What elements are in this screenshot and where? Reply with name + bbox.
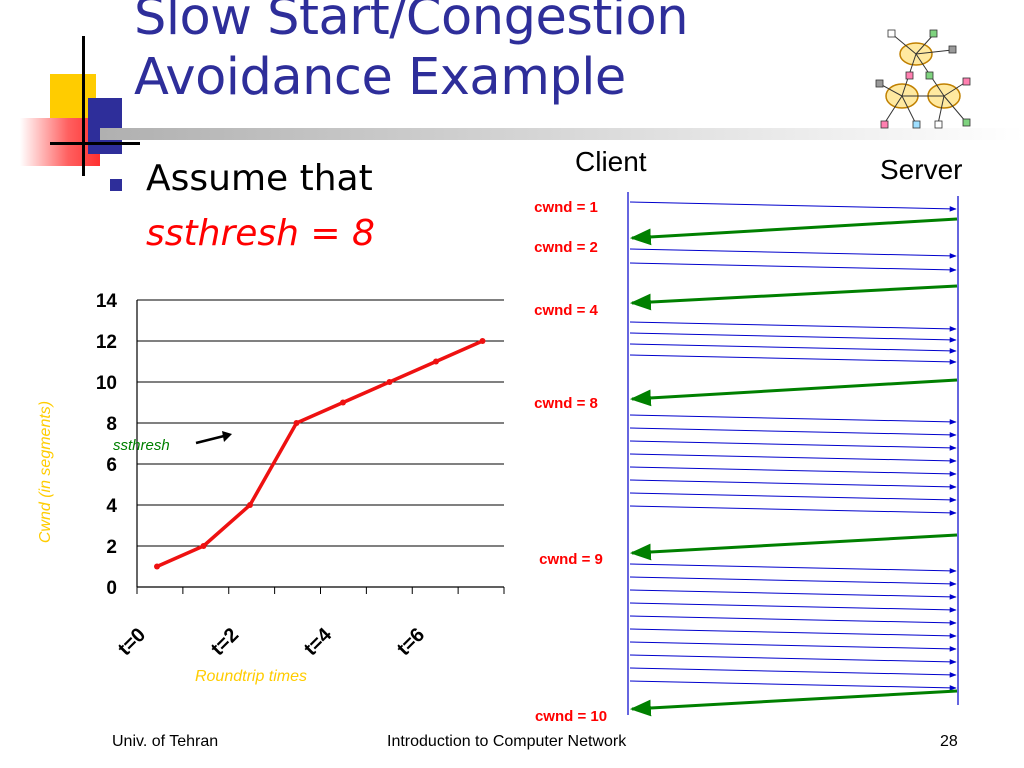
y-tick-label: 14 bbox=[96, 291, 118, 312]
bullet-marker bbox=[110, 179, 122, 191]
cwnd-data-point bbox=[200, 543, 207, 549]
server-label: Server bbox=[880, 154, 963, 185]
footer-center: Introduction to Computer Network bbox=[387, 733, 627, 750]
data-segment-arrow bbox=[629, 641, 957, 652]
footer-left: Univ. of Tehran bbox=[112, 733, 219, 750]
data-segment-arrow bbox=[629, 248, 957, 259]
data-segment-arrow bbox=[629, 453, 957, 464]
data-segment-arrow bbox=[629, 563, 957, 574]
network-cloud-icon bbox=[875, 29, 971, 129]
x-axis-label: Roundtrip times bbox=[195, 668, 307, 685]
ack-arrow bbox=[629, 284, 958, 311]
ssthresh-annotation: ssthresh bbox=[113, 437, 170, 454]
bullet-text: Assume that bbox=[146, 158, 373, 199]
data-segment-arrow bbox=[629, 440, 957, 451]
cwnd-label: cwnd = 10 bbox=[535, 708, 607, 725]
ack-arrow bbox=[629, 533, 958, 561]
client-label: Client bbox=[575, 146, 647, 177]
data-segment-arrow bbox=[629, 262, 957, 273]
slide-title-line2: Avoidance Example bbox=[134, 48, 626, 107]
x-tick-label: t=0 bbox=[114, 624, 150, 660]
data-segment-arrow bbox=[629, 492, 957, 503]
bullet-ssthresh: ssthresh = 8 bbox=[146, 213, 375, 254]
data-segment-arrow bbox=[629, 427, 957, 438]
cwnd-data-point bbox=[479, 338, 486, 344]
decor-horizontal-line bbox=[50, 142, 140, 145]
x-tick-label: t=6 bbox=[393, 624, 429, 660]
cwnd-series-line bbox=[156, 339, 484, 569]
slide-title-line1: Slow Start/Congestion bbox=[134, 0, 689, 47]
data-segment-arrow bbox=[629, 332, 957, 343]
x-tick-label: t=4 bbox=[300, 623, 337, 660]
data-segment-arrow bbox=[629, 576, 957, 587]
data-segment-arrow bbox=[629, 321, 957, 332]
cwnd-data-point bbox=[154, 563, 160, 570]
ssthresh-arrowhead bbox=[222, 431, 232, 442]
data-segment-arrow bbox=[629, 466, 957, 477]
cwnd-data-point bbox=[293, 420, 300, 426]
cwnd-label: cwnd = 8 bbox=[534, 395, 598, 412]
y-axis-label: Cwnd (in segments) bbox=[37, 401, 54, 543]
cwnd-label: cwnd = 9 bbox=[539, 551, 603, 568]
decor-vertical-line bbox=[82, 36, 85, 176]
cwnd-chart: 0 2 4 6 8 10 12 14 t=0 t=2 t=4 t=6 Roundtrip times Cw… bbox=[37, 291, 505, 685]
decor-blue-square bbox=[88, 98, 122, 154]
data-segment-arrow bbox=[629, 654, 957, 665]
y-tick-label: 12 bbox=[96, 332, 117, 353]
data-segment-arrow bbox=[629, 602, 957, 613]
data-segment-arrow bbox=[629, 628, 957, 639]
y-tick-label: 2 bbox=[106, 537, 117, 558]
cwnd-data-point bbox=[433, 358, 439, 365]
cwnd-label: cwnd = 4 bbox=[534, 302, 598, 319]
ssthresh-arrow bbox=[195, 434, 225, 445]
ack-arrow bbox=[629, 378, 958, 407]
data-segment-arrow bbox=[629, 505, 957, 516]
data-segment-arrow bbox=[629, 680, 957, 691]
footer-page-number: 28 bbox=[940, 733, 958, 750]
data-segment-arrow bbox=[629, 201, 957, 212]
data-segment-arrow bbox=[629, 667, 957, 678]
y-tick-label: 0 bbox=[106, 578, 117, 599]
cwnd-data-point bbox=[247, 502, 253, 508]
y-tick-label: 8 bbox=[106, 414, 117, 435]
y-tick-label: 10 bbox=[96, 373, 117, 394]
data-segment-arrow bbox=[629, 414, 957, 425]
data-segment-arrow bbox=[629, 354, 957, 365]
slide-title: Slow Start/Congestion Avoidance Example bbox=[134, 0, 689, 108]
timing-diagram: cwnd = 1 cwnd = 2 cwnd = 4 cwnd = 8 cwnd = 9… bbox=[534, 192, 959, 725]
cwnd-label: cwnd = 2 bbox=[534, 239, 598, 256]
y-tick-label: 6 bbox=[106, 455, 117, 476]
cwnd-data-point bbox=[386, 379, 393, 385]
corner-decoration bbox=[0, 0, 1024, 180]
y-tick-label: 4 bbox=[106, 496, 117, 517]
data-segment-arrow bbox=[629, 479, 957, 490]
x-tick-label: t=2 bbox=[207, 624, 243, 660]
cwnd-data-point bbox=[340, 399, 346, 406]
data-segment-arrow bbox=[629, 615, 957, 626]
data-segment-arrow bbox=[629, 343, 957, 354]
ack-arrow bbox=[629, 689, 958, 717]
ack-arrow bbox=[629, 217, 958, 246]
decor-rule bbox=[100, 128, 1024, 140]
cwnd-label: cwnd = 1 bbox=[534, 199, 598, 216]
data-segment-arrow bbox=[629, 589, 957, 600]
